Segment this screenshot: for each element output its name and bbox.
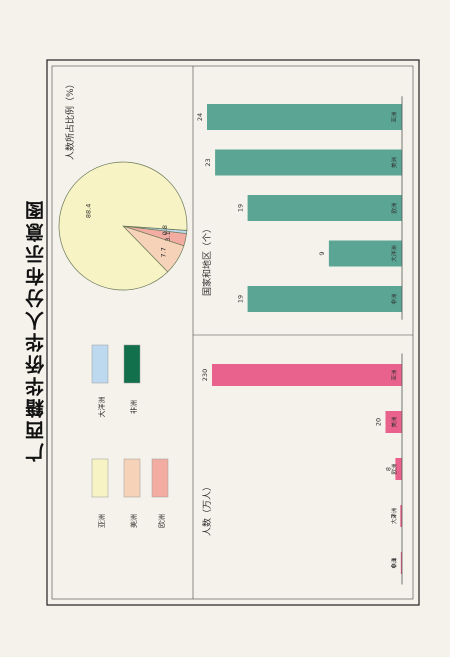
legend-swatch-1 — [123, 458, 141, 498]
bar-value-0: 230 — [201, 369, 209, 381]
bar-2 — [247, 195, 402, 221]
bar-value-4: 0.1 — [390, 558, 398, 568]
bar-0 — [207, 104, 402, 130]
bar-category-3: 大洋洲 — [390, 245, 398, 262]
pie-label-1: 7.7 — [159, 247, 167, 257]
pie-chart: 88.4 7.7 3.10.8 — [58, 161, 188, 291]
bar-category-0: 亚洲 — [391, 369, 398, 381]
bar-value-3: 2 — [389, 514, 397, 518]
countries-bar-chart: 24 亚洲 23 美洲 19 欧洲 9 大洋洲 19 非洲 — [196, 96, 403, 320]
bar-category-1: 美洲 — [390, 416, 398, 428]
bar-4 — [247, 286, 402, 312]
bar-category-3: 大洋洲 — [390, 507, 398, 524]
legend-swatch-2 — [151, 458, 169, 498]
bar-2 — [395, 458, 402, 480]
bar-value-4: 19 — [237, 295, 245, 303]
legend-label-4: 非洲 — [129, 400, 138, 414]
bar-value-3: 9 — [318, 251, 326, 255]
inner-frame — [51, 65, 414, 600]
bar-3 — [400, 505, 402, 527]
bar-value-2: 19 — [237, 204, 245, 212]
bar-category-1: 美洲 — [390, 157, 398, 169]
legend-swatch-3 — [91, 344, 109, 384]
bar-1 — [385, 411, 402, 433]
legend-label-1: 美洲 — [129, 514, 138, 528]
pie-label-3: 0.8 — [161, 225, 169, 235]
outer-frame — [46, 59, 420, 606]
legend-label-3: 大洋洲 — [97, 397, 106, 418]
bar-1 — [215, 149, 402, 176]
legend: 亚洲 美洲 欧洲 大洋洲 非洲 — [91, 344, 169, 528]
bar-category-4: 非洲 — [390, 293, 398, 305]
bar-value-1: 20 — [375, 418, 383, 426]
bar-value-2: 8 — [384, 467, 392, 471]
bar-3 — [328, 240, 402, 267]
pie-title: 人数所占比例（%） — [64, 79, 76, 160]
bar-0 — [212, 364, 402, 386]
bar-category-0: 亚洲 — [391, 111, 398, 123]
bar-value-1: 23 — [204, 158, 212, 166]
legend-label-0: 亚洲 — [98, 514, 106, 528]
legend-label-2: 欧洲 — [157, 514, 166, 528]
population-title: 人数（万人） — [201, 482, 213, 536]
bar-value-0: 24 — [196, 113, 204, 121]
bar-category-2: 欧洲 — [390, 202, 398, 214]
pie-label-0: 88.4 — [84, 204, 92, 218]
bar-category-4: 非洲 — [390, 557, 398, 569]
pie-slice-0 — [58, 161, 188, 291]
pie-label-2: 3.1 — [164, 231, 172, 241]
bar-4 — [400, 552, 402, 574]
legend-swatch-4 — [123, 344, 141, 384]
legend-swatch-0 — [91, 458, 109, 498]
countries-title: 国家和地区（个） — [201, 224, 213, 296]
bar-category-2: 欧洲 — [390, 463, 398, 475]
